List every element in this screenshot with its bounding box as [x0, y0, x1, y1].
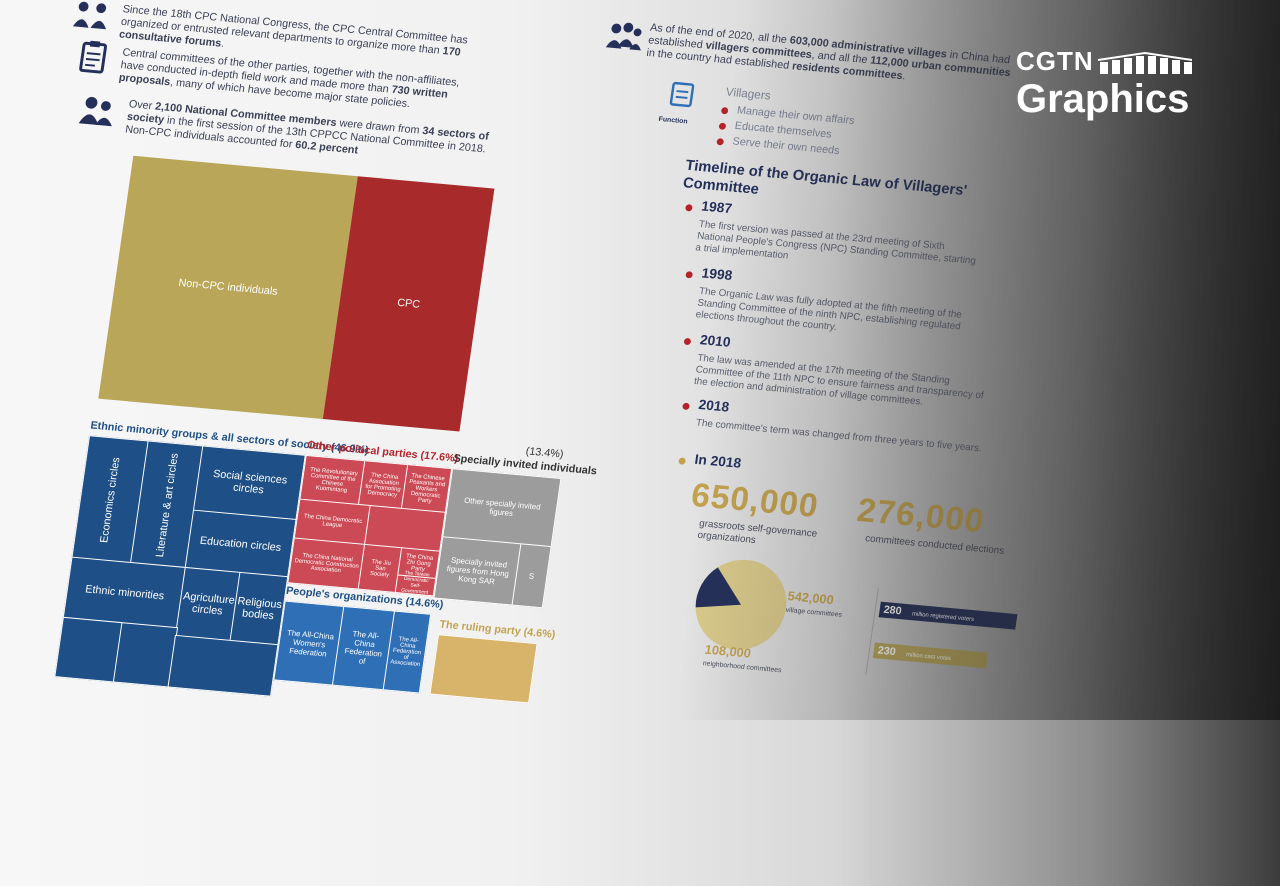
timeline-dot [685, 204, 693, 212]
timeline-year: 1998 [700, 264, 734, 284]
voters-bar-label: million registered voters [911, 611, 975, 623]
specially-treemap: Other specially invited figures Speciall… [431, 468, 562, 623]
in2018-label: In 2018 [693, 451, 743, 471]
timeline-year: 2010 [699, 331, 732, 350]
votes-bar-value: 230 [876, 644, 897, 659]
logo-skyline-icon [1097, 52, 1192, 74]
pie-caption2: neighborhood committees [702, 660, 782, 675]
ethnic-cell [167, 634, 279, 697]
bullet-dot [716, 138, 725, 146]
timeline-text: The law was amended at the 17th meeting … [693, 352, 985, 408]
ethnic-cell: Social sciences circles [192, 445, 306, 521]
voters-bar: 280 million registered voters [878, 601, 1018, 630]
specially-cell: Specially invited figures from Hong Kong… [433, 536, 523, 606]
party-cell: The Taiwan Democratic Self-Government Le… [394, 570, 437, 601]
share-chart: Non-CPC individuals CPC [98, 155, 543, 436]
votes-bar-label: million cast votes [905, 652, 952, 663]
committees-pie [695, 559, 787, 650]
ruling-cell [429, 634, 538, 704]
votes-bar: 230 million cast votes [872, 642, 989, 669]
party-cell: The China National Democratic Constructi… [287, 537, 367, 590]
cpc-label: CPC [396, 296, 421, 311]
ethnic-cell [54, 616, 124, 683]
infographic-sheet: Since the 18th CPC National Congress, th… [51, 1, 1026, 717]
party-cell: The Revolutionary Committee of the Chine… [299, 454, 367, 507]
function-icon [669, 81, 695, 108]
people-group-icon [78, 96, 112, 127]
stat1-caption: grassroots self-governance organizations [696, 518, 818, 546]
timeline-dot [683, 337, 692, 346]
timeline-dot [685, 271, 694, 279]
timeline-text: The first version was passed at the 23rd… [694, 219, 977, 267]
bullet-dot [720, 106, 729, 115]
pie-caption1: village committees [785, 606, 843, 619]
specially-cell: Other specially invited figures [442, 468, 562, 549]
non-cpc-label: Non-CPC individuals [177, 277, 279, 298]
cgtn-logo: CGTN Graphics [1016, 46, 1192, 119]
bullet-dot [718, 122, 727, 130]
voters-chart: 280 million registered voters 230 millio… [865, 587, 1026, 689]
pie-value1: 542,000 [786, 588, 835, 608]
villagers-icon [605, 22, 642, 51]
specially-pct: (13.4%) [524, 445, 565, 461]
in2018-dot [678, 457, 686, 465]
timeline-text: The committee's term was changed from th… [695, 417, 983, 455]
timeline-year: 2018 [697, 396, 731, 415]
timeline-year: 1987 [700, 197, 734, 217]
clipboard-icon [79, 40, 107, 74]
peoples-treemap: The All-China Women's Federation The All… [271, 600, 432, 711]
people-meeting-icon [72, 1, 107, 30]
timeline-dot [682, 402, 690, 411]
ruling-treemap [429, 634, 538, 704]
function-label: Function [658, 116, 688, 126]
timeline-text: The Organic Law was fully adopted at the… [694, 286, 963, 333]
voters-bar-value: 280 [882, 603, 903, 618]
logo-line2: Graphics [1016, 77, 1190, 121]
villagers-label: Villagers [724, 84, 772, 103]
logo-line1: CGTN [1016, 46, 1094, 76]
party-cell: The Chinese Peasants and Workers Democra… [400, 464, 453, 514]
pie-value2: 108,000 [703, 641, 752, 661]
non-cpc-block: Non-CPC individuals [98, 155, 358, 420]
ethnic-treemap: Economics circles Literature & art circl… [51, 435, 306, 717]
